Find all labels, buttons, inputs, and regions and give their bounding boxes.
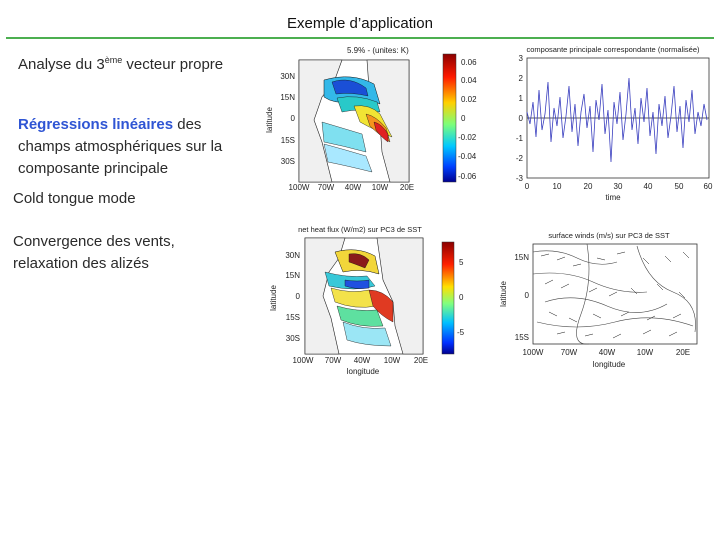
slide-title: Exemple d’application bbox=[287, 15, 433, 32]
pc-ytick-5: -2 bbox=[516, 154, 524, 163]
map-sst-cbar-5: -0.04 bbox=[458, 152, 477, 161]
map-sst-cbar-3: 0 bbox=[461, 114, 466, 123]
title-divider bbox=[6, 37, 714, 39]
pc-xtick-1: 10 bbox=[553, 182, 562, 191]
map-heat-xtick-3: 10W bbox=[384, 356, 401, 365]
pc-xtick-6: 60 bbox=[704, 182, 713, 191]
map-sst-colorbar bbox=[442, 53, 457, 183]
map-sst-cbar-2: 0.02 bbox=[461, 95, 477, 104]
pc-xtick-0: 0 bbox=[525, 182, 530, 191]
map-winds-xtick-4: 20E bbox=[676, 348, 690, 357]
pc-xtick-2: 20 bbox=[584, 182, 593, 191]
heat-flux-map: net heat flux (W/m2) sur PC3 de SST lati… bbox=[269, 225, 465, 376]
pc-ytick-3: 0 bbox=[519, 114, 524, 123]
pc-time-series: composante principale correspondante (no… bbox=[516, 45, 713, 202]
map-heat-xlabel: longitude bbox=[347, 367, 380, 376]
map-sst-xtick-4: 20E bbox=[400, 183, 414, 192]
map-heat-colorbar bbox=[441, 241, 455, 355]
map-heat-ytick-0: 30N bbox=[285, 251, 300, 260]
map-heat-cbar-0: 5 bbox=[459, 258, 464, 267]
pc-series-title: composante principale correspondante (no… bbox=[526, 45, 700, 54]
pc-ytick-4: -1 bbox=[516, 134, 524, 143]
pc-xtick-4: 40 bbox=[644, 182, 653, 191]
pc-xtick-5: 50 bbox=[675, 182, 684, 191]
map-heat-title: net heat flux (W/m2) sur PC3 de SST bbox=[298, 225, 422, 234]
winds-plot-area bbox=[532, 243, 698, 345]
map-sst-ytick-0: 30N bbox=[280, 72, 295, 81]
sst-regression-map: 5.9% - (unites: K) latitude 30N 15N 0 15… bbox=[265, 46, 477, 192]
text-cold-tongue: Cold tongue mode bbox=[13, 190, 136, 207]
map-sst-ytick-4: 30S bbox=[281, 157, 295, 166]
map-sst-cbar-4: -0.02 bbox=[458, 133, 477, 142]
text-eigenvector-sup: ème bbox=[104, 55, 123, 65]
text-eigenvector-b: vecteur propre bbox=[122, 56, 224, 73]
pc-xtick-3: 30 bbox=[614, 182, 623, 191]
text-regressions-bold: Régressions linéaires bbox=[18, 116, 174, 133]
map-heat-ytick-3: 15S bbox=[286, 313, 300, 322]
wind-vectors bbox=[540, 251, 690, 339]
map-winds-ytick-2: 15S bbox=[515, 333, 529, 342]
map-sst-title: 5.9% - (unites: K) bbox=[347, 46, 409, 55]
map-sst-xtick-2: 40W bbox=[345, 183, 362, 192]
map-winds-xlabel: longitude bbox=[593, 360, 626, 369]
map-sst-cbar-1: 0.04 bbox=[461, 76, 477, 85]
map-winds-ytick-1: 0 bbox=[525, 291, 530, 300]
text-convergence: Convergence des vents, relaxation des al… bbox=[13, 233, 175, 272]
map-sst-xtick-1: 70W bbox=[318, 183, 335, 192]
map-heat-ytick-1: 15N bbox=[285, 271, 300, 280]
map-heat-xtick-0: 100W bbox=[293, 356, 314, 365]
map-winds-ylabel: latitude bbox=[499, 281, 508, 307]
map-heat-cbar-2: -5 bbox=[457, 328, 465, 337]
text-eigenvector: Analyse du 3ème vecteur propre bbox=[18, 49, 248, 76]
map-sst-xtick-3: 10W bbox=[372, 183, 389, 192]
map-heat-ytick-2: 0 bbox=[296, 292, 301, 301]
map-heat-cbar-1: 0 bbox=[459, 293, 464, 302]
map-winds-title: surface winds (m/s) sur PC3 de SST bbox=[548, 231, 670, 240]
pc-ytick-6: -3 bbox=[516, 174, 524, 183]
map-sst-cbar-0: 0.06 bbox=[461, 58, 477, 67]
pc-xlabel: time bbox=[605, 193, 621, 202]
map-heat-xtick-2: 40W bbox=[354, 356, 371, 365]
map-winds-xtick-0: 100W bbox=[523, 348, 544, 357]
surface-winds-map: surface winds (m/s) sur PC3 de SST latit… bbox=[499, 231, 698, 369]
map-heat-ytick-4: 30S bbox=[286, 334, 300, 343]
pc-ytick-1: 2 bbox=[519, 74, 524, 83]
pc-ytick-2: 1 bbox=[519, 94, 524, 103]
map-sst-ytick-3: 15S bbox=[281, 136, 295, 145]
text-regressions-rest: des champs atmosphériques sur la composa… bbox=[18, 116, 223, 177]
pc-ytick-0: 3 bbox=[519, 54, 524, 63]
map-heat-xtick-4: 20E bbox=[414, 356, 428, 365]
map-heat-xtick-1: 70W bbox=[325, 356, 342, 365]
map-sst-ylabel: latitude bbox=[265, 107, 274, 133]
map-sst-cbar-6: -0.06 bbox=[458, 172, 477, 181]
map-sst-xtick-0: 100W bbox=[289, 183, 310, 192]
map-winds-ytick-0: 15N bbox=[514, 253, 529, 262]
map-sst-ytick-1: 15N bbox=[280, 93, 295, 102]
text-eigenvector-a: Analyse du 3 bbox=[18, 56, 105, 73]
map-heat-ylabel: latitude bbox=[269, 285, 278, 311]
map-winds-xtick-1: 70W bbox=[561, 348, 578, 357]
map-winds-xtick-3: 10W bbox=[637, 348, 654, 357]
map-winds-xtick-2: 40W bbox=[599, 348, 616, 357]
text-regressions: Régressions linéaires des champs atmosph… bbox=[18, 114, 258, 180]
map-sst-ytick-2: 0 bbox=[291, 114, 296, 123]
pc-series-line bbox=[526, 77, 708, 163]
